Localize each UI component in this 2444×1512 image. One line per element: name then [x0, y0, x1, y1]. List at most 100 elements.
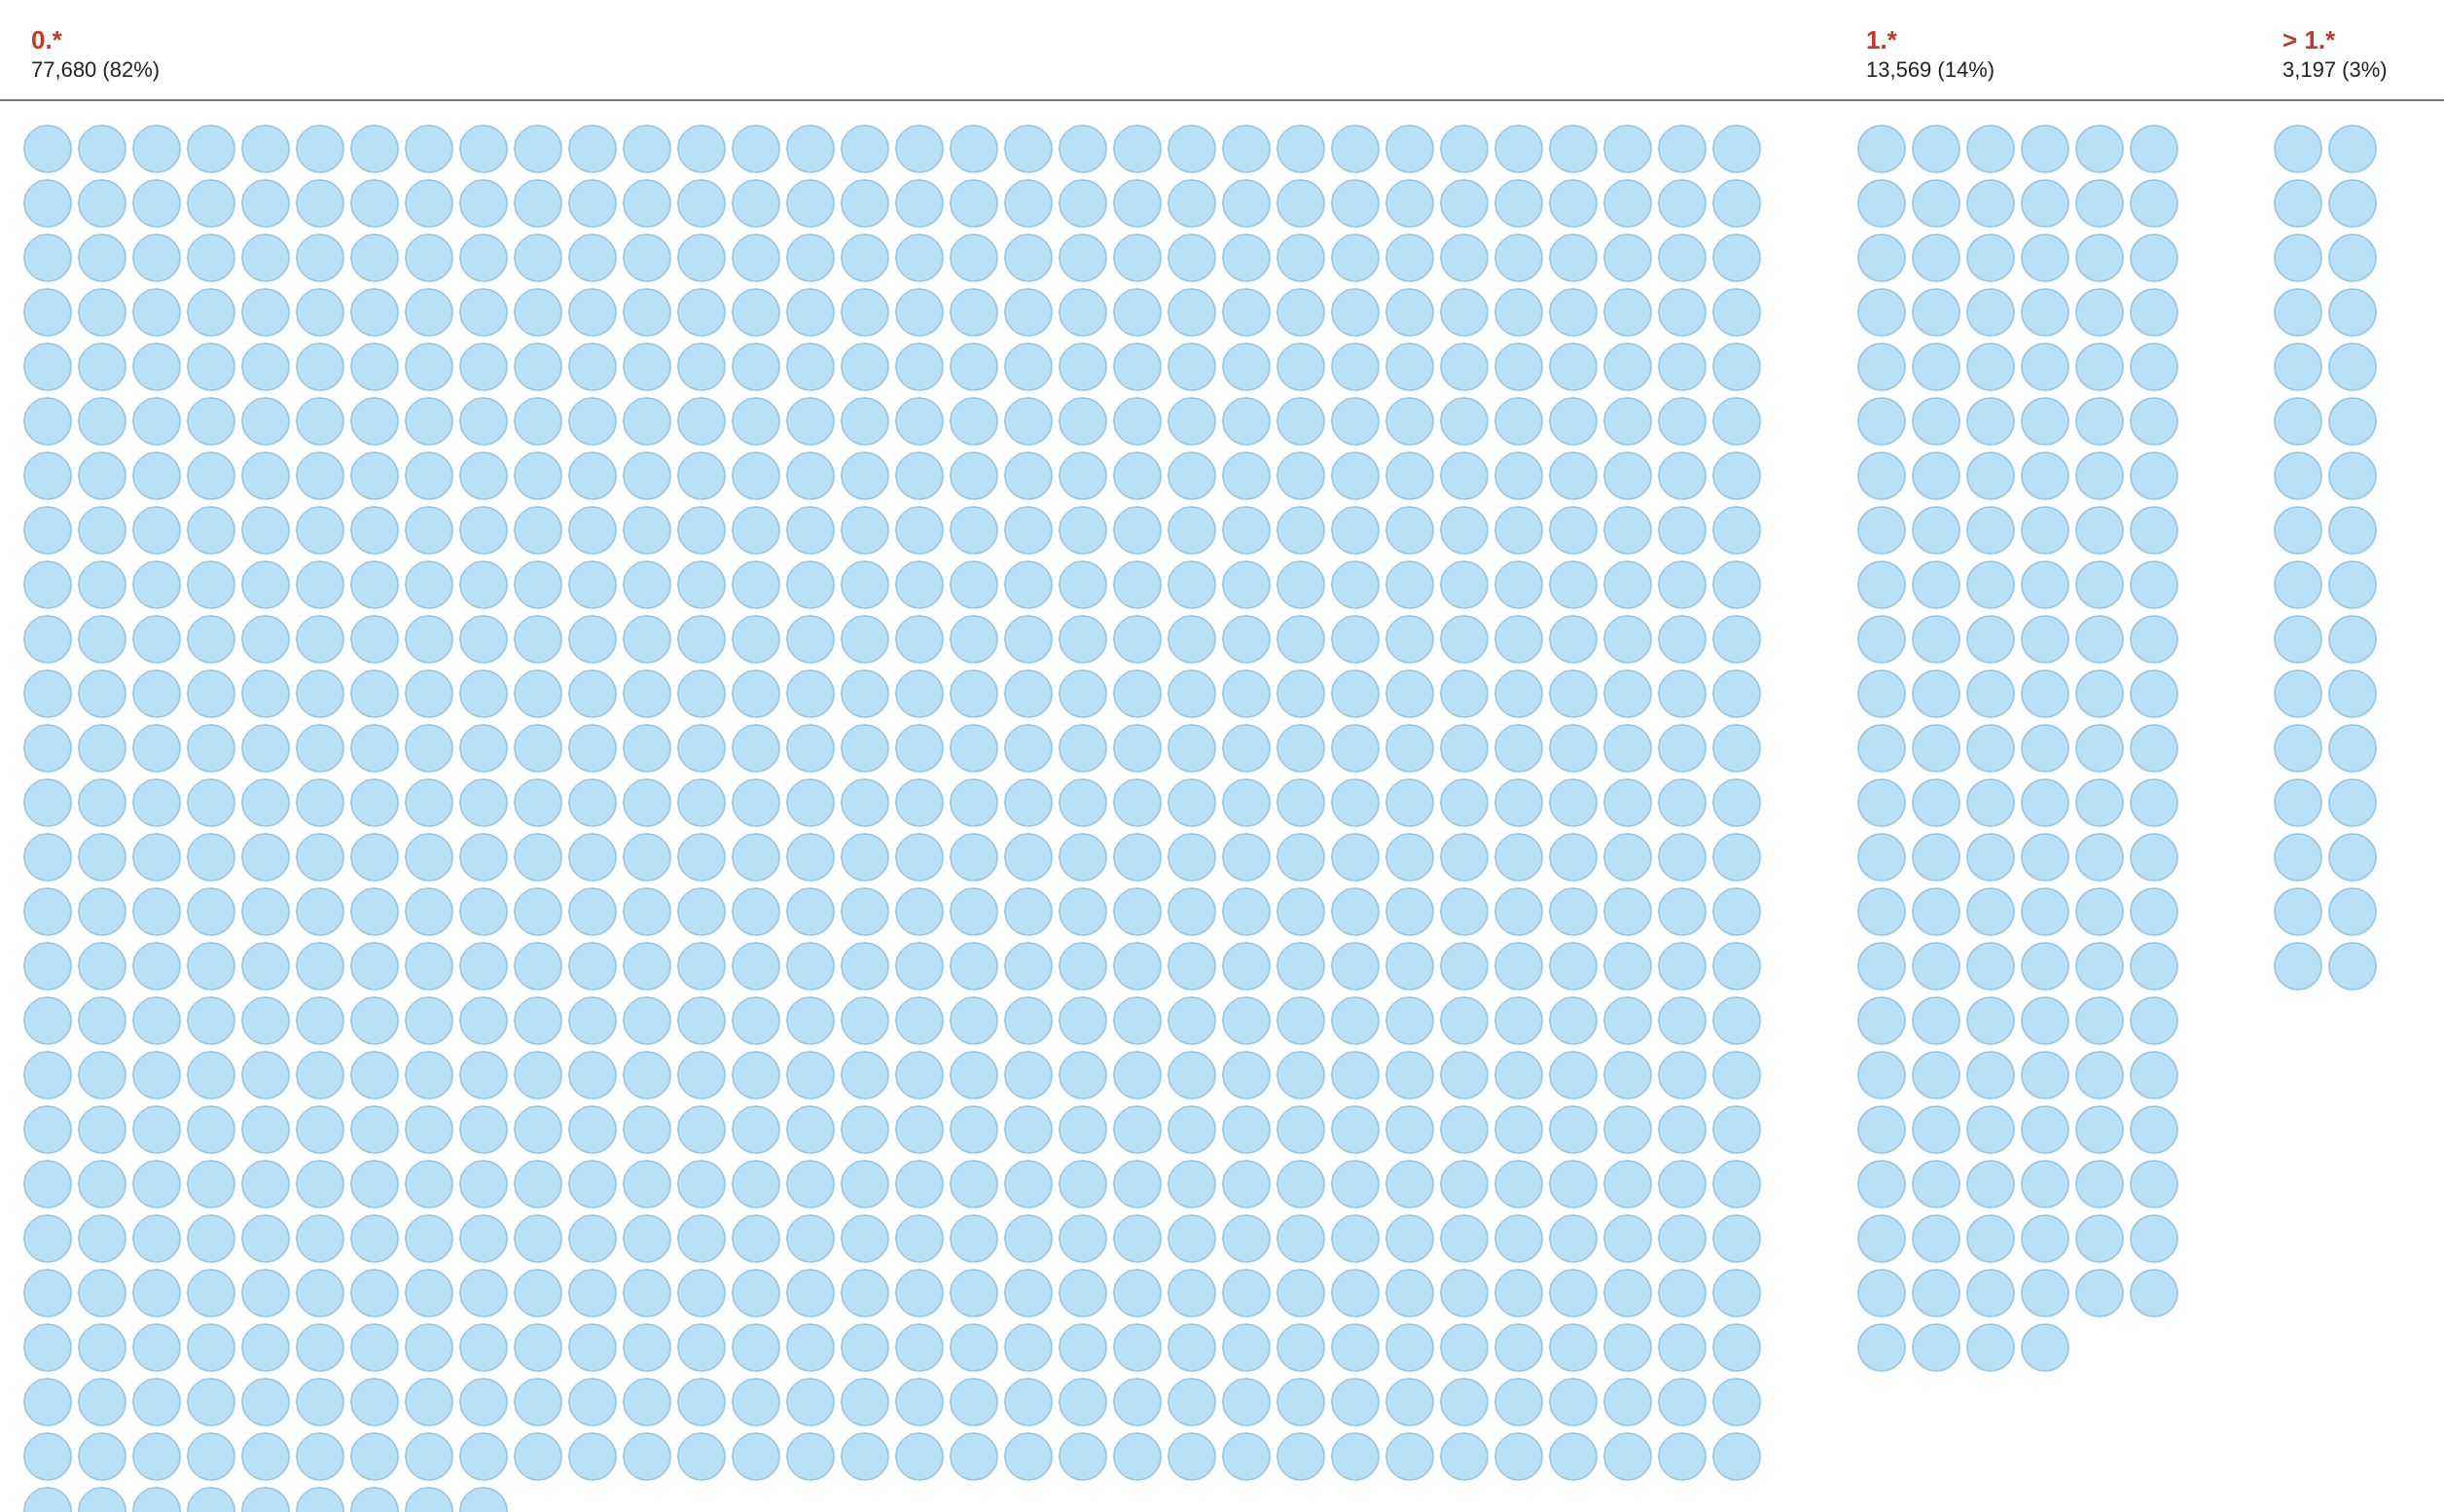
waffle-dot	[732, 942, 780, 990]
waffle-dot	[1658, 179, 1707, 228]
waffle-dot	[1440, 724, 1489, 773]
waffle-dot	[1168, 724, 1216, 773]
waffle-dot	[1276, 506, 1325, 555]
waffle-dot	[187, 179, 235, 228]
waffle-dot	[1113, 1269, 1162, 1317]
waffle-dot	[895, 669, 944, 718]
waffle-dot	[1658, 1323, 1707, 1372]
waffle-dot	[2130, 179, 2178, 228]
waffle-dot	[1004, 1214, 1053, 1263]
waffle-dot	[350, 1487, 399, 1512]
waffle-dot	[1113, 397, 1162, 446]
waffle-dot	[732, 778, 780, 827]
waffle-dot	[1331, 506, 1380, 555]
waffle-dot	[459, 887, 508, 936]
waffle-dot	[732, 1432, 780, 1481]
waffle-dot	[132, 1214, 181, 1263]
waffle-dot	[1658, 887, 1707, 936]
waffle-dot	[241, 1487, 290, 1512]
waffle-dot	[1331, 1323, 1380, 1372]
waffle-dot	[1494, 833, 1543, 882]
waffle-dot	[23, 506, 72, 555]
waffle-dot	[1059, 1214, 1107, 1263]
waffle-dot	[459, 1269, 508, 1317]
waffle-dot	[241, 615, 290, 664]
waffle-dot	[786, 1214, 835, 1263]
waffle-dot	[2021, 234, 2069, 282]
waffle-dot	[241, 942, 290, 990]
waffle-dot	[1549, 724, 1598, 773]
waffle-dot	[405, 288, 453, 337]
waffle-dot	[950, 1051, 998, 1099]
waffle-dot	[78, 560, 126, 609]
waffle-dot	[350, 1214, 399, 1263]
waffle-dot	[23, 1269, 72, 1317]
waffle-dot	[1658, 1269, 1707, 1317]
waffle-dot	[1857, 1160, 1906, 1208]
waffle-dot	[1004, 669, 1053, 718]
waffle-dot	[1113, 506, 1162, 555]
waffle-dot	[241, 724, 290, 773]
waffle-dot	[23, 342, 72, 391]
waffle-dot	[405, 942, 453, 990]
waffle-dot	[895, 778, 944, 827]
waffle-dot	[1331, 1160, 1380, 1208]
waffle-dot	[568, 1051, 617, 1099]
waffle-dot	[1168, 887, 1216, 936]
waffle-dot	[405, 996, 453, 1045]
waffle-dot	[786, 234, 835, 282]
waffle-dot	[241, 996, 290, 1045]
waffle-dot	[1222, 1160, 1271, 1208]
waffle-dot	[23, 1432, 72, 1481]
waffle-dot	[623, 887, 671, 936]
waffle-dot	[2075, 1269, 2124, 1317]
waffle-dot	[1113, 996, 1162, 1045]
waffle-dot	[1966, 451, 2015, 500]
waffle-dot	[1912, 342, 1960, 391]
waffle-dot	[1712, 397, 1761, 446]
group-label-2: > 1.*	[2282, 25, 2336, 54]
waffle-dot	[895, 397, 944, 446]
waffle-dot	[1440, 125, 1489, 173]
waffle-dot	[1385, 506, 1434, 555]
waffle-dot	[1494, 1051, 1543, 1099]
waffle-dot	[514, 342, 562, 391]
waffle-dot	[2075, 125, 2124, 173]
waffle-dot	[2274, 887, 2322, 936]
waffle-dot	[187, 1487, 235, 1512]
waffle-dot	[405, 125, 453, 173]
waffle-dot	[841, 1105, 889, 1154]
waffle-dot	[786, 342, 835, 391]
waffle-dot	[1857, 833, 1906, 882]
waffle-dot	[296, 451, 344, 500]
waffle-dot	[1912, 451, 1960, 500]
waffle-dot	[1385, 451, 1434, 500]
waffle-dot	[1603, 1051, 1652, 1099]
waffle-dot	[1168, 669, 1216, 718]
waffle-dot	[1658, 833, 1707, 882]
waffle-dot	[1603, 996, 1652, 1045]
waffle-dot	[1276, 1160, 1325, 1208]
waffle-dot	[1712, 179, 1761, 228]
waffle-dot	[1966, 125, 2015, 173]
waffle-dot	[1966, 1214, 2015, 1263]
waffle-dot	[677, 778, 726, 827]
waffle-dot	[1658, 125, 1707, 173]
waffle-dot	[459, 1160, 508, 1208]
waffle-dot	[405, 615, 453, 664]
waffle-dot	[187, 778, 235, 827]
waffle-dot	[1857, 1105, 1906, 1154]
waffle-dot	[623, 615, 671, 664]
waffle-dot	[459, 1051, 508, 1099]
waffle-dot	[350, 942, 399, 990]
waffle-dot	[514, 234, 562, 282]
waffle-dot	[1113, 1105, 1162, 1154]
waffle-dot	[350, 234, 399, 282]
waffle-dot	[1494, 942, 1543, 990]
waffle-dot	[1331, 996, 1380, 1045]
waffle-dot	[1857, 1051, 1906, 1099]
waffle-dot	[187, 1214, 235, 1263]
waffle-dot	[786, 1269, 835, 1317]
waffle-dot	[786, 288, 835, 337]
waffle-dot	[459, 506, 508, 555]
